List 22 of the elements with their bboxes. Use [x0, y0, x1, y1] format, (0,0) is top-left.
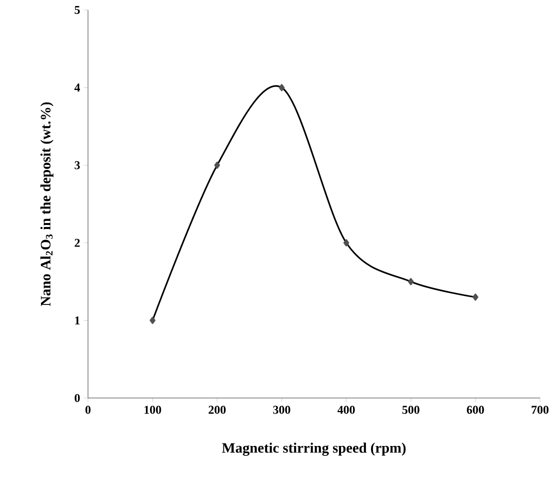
- y-tick-label: 1: [75, 316, 80, 324]
- point: [472, 294, 478, 301]
- point: [214, 162, 220, 169]
- y-tick-label: 3: [74, 161, 80, 170]
- point: [278, 84, 285, 92]
- x-axis-title: Magnetic stirring speed (rpm): [222, 442, 406, 456]
- point: [408, 278, 414, 286]
- x-tick-label: 100: [144, 406, 162, 414]
- x-tick-label: 400: [337, 406, 355, 414]
- x-tick-label: 0: [85, 406, 91, 414]
- point: [150, 316, 156, 324]
- point: [343, 239, 350, 246]
- y-tick-label: 0: [74, 394, 80, 402]
- y-tick-label: 4: [74, 84, 80, 92]
- y-tick-label: 5: [74, 6, 80, 14]
- x-tick-label: 300: [273, 406, 290, 414]
- x-tick-label: 500: [402, 406, 420, 414]
- x-tick-label: 700: [532, 406, 549, 414]
- y-axis-title: Nano Al$_{2}$O$_{3}$ in the deposit (wt.%): [40, 102, 54, 306]
- x-tick-label: 200: [208, 406, 226, 414]
- x-tick-label: 600: [466, 406, 484, 414]
- y-tick-label: 2: [74, 238, 80, 247]
